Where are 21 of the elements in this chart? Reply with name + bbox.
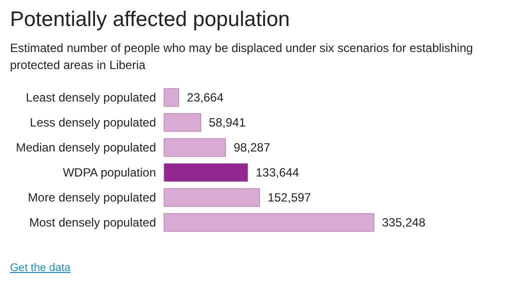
bar bbox=[164, 188, 260, 207]
bar bbox=[164, 113, 202, 132]
y-tick-label: Median densely populated bbox=[16, 140, 156, 154]
bar bbox=[164, 138, 226, 157]
chart-subtitle: Estimated number of people who may be displaced under six scenarios for establishing protected areas in Liberia bbox=[10, 40, 474, 74]
data-label: 98,287 bbox=[234, 140, 271, 154]
bar bbox=[164, 88, 180, 107]
bar bbox=[164, 163, 248, 182]
data-label: 133,644 bbox=[256, 166, 300, 180]
text: Get the data bbox=[10, 262, 72, 274]
chart-title: Potentially affected population bbox=[10, 8, 291, 32]
y-tick-label: Less densely populated bbox=[30, 116, 156, 130]
bar bbox=[164, 213, 374, 232]
data-label: 335,248 bbox=[382, 216, 426, 230]
data-label: 152,597 bbox=[268, 190, 312, 204]
data-label: 23,664 bbox=[186, 90, 224, 104]
y-tick-label: More densely populated bbox=[28, 190, 156, 204]
y-tick-label: Least densely populated bbox=[26, 90, 156, 104]
data-label: 58,941 bbox=[208, 116, 246, 130]
y-tick-label: Most densely populated bbox=[29, 216, 156, 230]
y-tick-label: WDPA population bbox=[62, 166, 156, 180]
